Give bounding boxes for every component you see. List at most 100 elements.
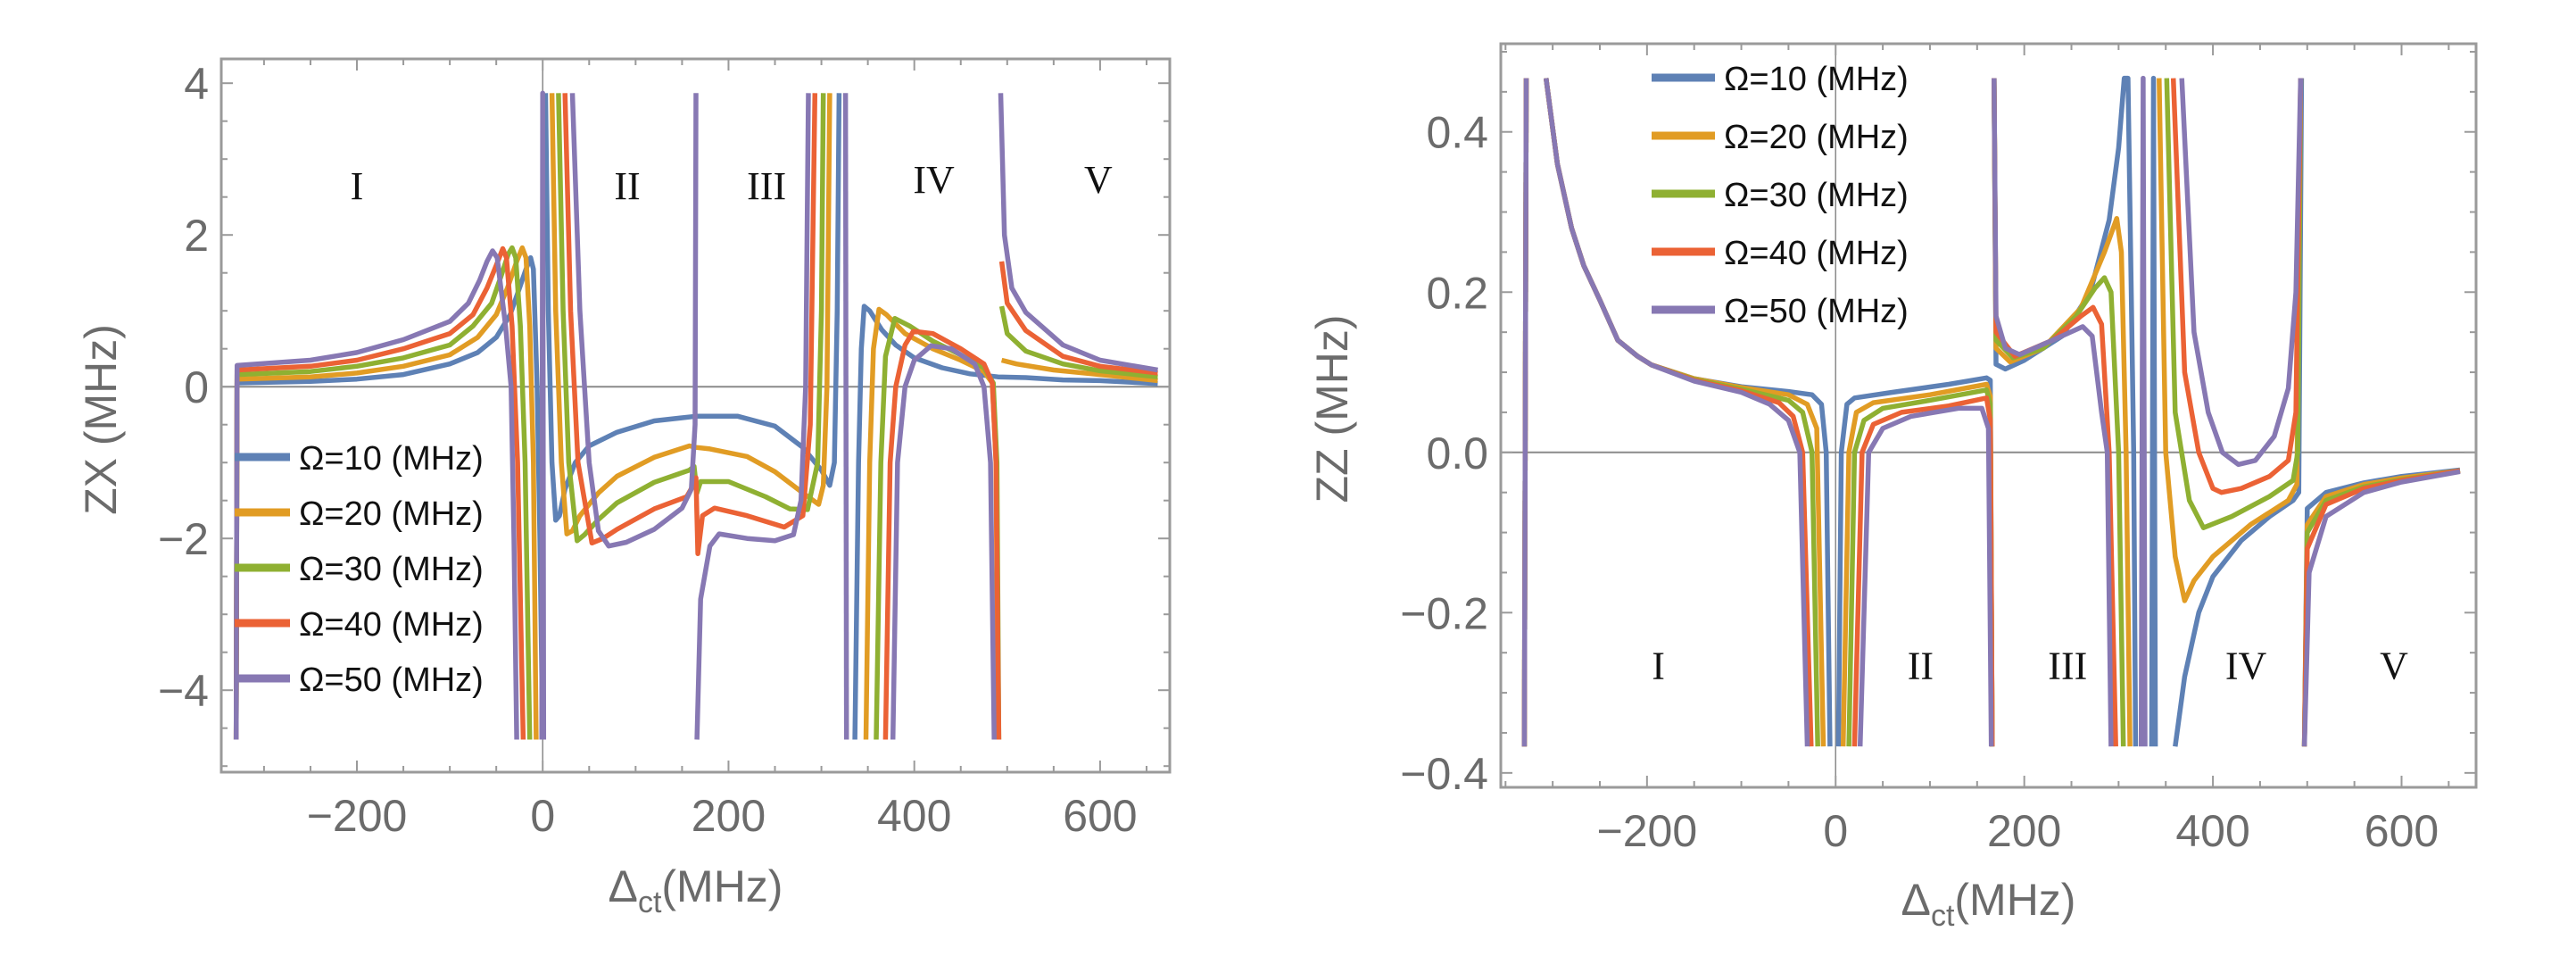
x-tick-label: 600 <box>1063 791 1137 841</box>
legend-item: Ω=40 (MHz) <box>1652 235 1909 272</box>
plot-frame <box>219 57 1172 774</box>
series-line-omega-5-segment-6 <box>2179 78 2304 468</box>
series-group <box>1521 75 2461 747</box>
x-tick-label: 0 <box>1823 806 1848 856</box>
series-line-omega-3-segment-5 <box>2164 78 2304 530</box>
series-line-omega-2-segment-4 <box>1992 78 2133 747</box>
series-line-omega-1-segment-4 <box>1992 75 2139 747</box>
series-line-omega-5-segment-2 <box>1543 78 1810 747</box>
legend: Ω=10 (MHz) Ω=20 (MHz) Ω=30 (MHz) Ω=40 (MHz)… <box>235 440 484 699</box>
x-tick-label: 200 <box>1987 806 2061 856</box>
legend-label: Ω=10 (MHz) <box>299 440 484 478</box>
y-tick-label: 2 <box>184 211 209 261</box>
y-tick-label: −4 <box>158 666 209 716</box>
region-label: III <box>2048 645 2087 688</box>
series-line-omega-5-segment-5 <box>842 93 849 740</box>
series-line-omega-4-segment-1 <box>233 245 526 740</box>
series-line-omega-4-segment-4 <box>998 261 1158 376</box>
x-tick-label: 400 <box>2175 806 2249 856</box>
series-line-omega-5-segment-1 <box>1521 78 1529 747</box>
series-group <box>233 90 1158 740</box>
series-line-omega-5-segment-7 <box>998 93 1158 373</box>
region-label: I <box>1652 645 1665 688</box>
legend-label: Ω=10 (MHz) <box>1724 61 1909 98</box>
series-line-omega-1-segment-3 <box>1835 375 1995 747</box>
series-line-omega-4-segment-2 <box>562 93 818 556</box>
x-tick-label: 400 <box>877 791 951 841</box>
legend-item: Ω=20 (MHz) <box>1652 119 1909 156</box>
x-axis-label: Δct(MHz) <box>609 861 783 919</box>
legend-item: Ω=50 (MHz) <box>1652 293 1909 330</box>
series-line-omega-2-segment-5 <box>2157 78 2304 603</box>
legend-label: Ω=40 (MHz) <box>299 606 484 644</box>
plot-frame <box>1499 42 2478 789</box>
y-axis-label: ZZ (MHz) <box>1307 314 1357 503</box>
region-label: III <box>747 164 786 208</box>
legend-label: Ω=20 (MHz) <box>1724 119 1909 156</box>
x-axis-label-symbol: Δ <box>609 861 638 911</box>
series-line-omega-1-segment-5 <box>2149 75 2158 747</box>
x-axis-label-subscript: ct <box>1931 899 1955 933</box>
series-line-omega-4-segment-3 <box>882 328 1002 740</box>
series-line-omega-5-segment-5 <box>2138 75 2148 747</box>
legend-label: Ω=50 (MHz) <box>299 661 484 699</box>
x-axis-label-unit: (MHz) <box>1954 875 2075 925</box>
legend-label: Ω=30 (MHz) <box>1724 177 1909 214</box>
series-line-omega-4-segment-3 <box>1851 395 1995 747</box>
y-tick-label: −0.4 <box>1400 749 1488 799</box>
series-line-omega-1-segment-6 <box>2173 78 2305 747</box>
region-label: V <box>2380 645 2408 688</box>
x-tick-label: −200 <box>1597 806 1698 856</box>
series-line-omega-5-segment-1 <box>233 248 519 740</box>
legend-label: Ω=20 (MHz) <box>299 495 484 533</box>
legend-item: Ω=30 (MHz) <box>235 551 484 588</box>
legend-item: Ω=20 (MHz) <box>235 495 484 533</box>
series-line-omega-5-segment-7 <box>2301 469 2461 747</box>
region-label: I <box>351 164 364 208</box>
legend-item: Ω=30 (MHz) <box>1652 177 1909 214</box>
y-tick-label: 0 <box>184 362 209 412</box>
series-line-omega-5-segment-6 <box>890 343 997 740</box>
region-label: IV <box>913 158 955 202</box>
series-line-omega-5-segment-4 <box>694 93 811 740</box>
y-tick-label: 0.2 <box>1426 268 1488 318</box>
x-axis-label-subscript: ct <box>638 886 662 919</box>
series-line-omega-2-segment-2 <box>549 93 832 536</box>
y-tick-label: 4 <box>184 59 209 109</box>
x-axis-label: Δct(MHz) <box>1901 875 2076 933</box>
x-tick-label: 600 <box>2365 806 2439 856</box>
legend-item: Ω=10 (MHz) <box>1652 61 1909 98</box>
legend-item: Ω=50 (MHz) <box>235 661 484 699</box>
legend-item: Ω=10 (MHz) <box>235 440 484 478</box>
series-line-omega-4-segment-5 <box>2170 78 2304 495</box>
legend-label: Ω=30 (MHz) <box>299 551 484 588</box>
zz-chart: −200 0 200 400 600 −0.4 −0.2 0.0 0.2 0.4 Δct(MHz) Z… <box>1307 42 2478 933</box>
region-label: IV <box>2225 645 2267 688</box>
x-axis-label-symbol: Δ <box>1901 875 1931 925</box>
x-axis-label-unit: (MHz) <box>661 861 783 911</box>
series-line-omega-5-segment-4 <box>1992 78 2114 747</box>
series-line-omega-2-segment-4 <box>1000 357 1158 384</box>
region-label: II <box>614 164 640 208</box>
y-axis-label: ZX (MHz) <box>76 324 126 515</box>
region-label: II <box>1908 645 1934 688</box>
series-line-omega-2-segment-1 <box>233 245 539 740</box>
y-tick-label: −0.2 <box>1400 588 1488 638</box>
legend: Ω=10 (MHz) Ω=20 (MHz) Ω=30 (MHz) Ω=40 (MHz)… <box>1652 61 1909 330</box>
y-tick-label: −2 <box>158 514 209 564</box>
series-line-omega-3-segment-1 <box>233 245 533 740</box>
x-tick-label: 0 <box>530 791 555 841</box>
x-tick-label: −200 <box>307 791 408 841</box>
legend-label: Ω=40 (MHz) <box>1724 235 1909 272</box>
y-tick-label: 0.0 <box>1426 428 1488 478</box>
series-line-omega-1-segment-2 <box>543 93 842 523</box>
x-tick-label: 200 <box>692 791 766 841</box>
y-tick-label: 0.4 <box>1426 108 1488 158</box>
series-line-omega-5-segment-3 <box>1857 405 1994 747</box>
series-line-omega-5-segment-3 <box>569 93 699 549</box>
legend-label: Ω=50 (MHz) <box>1724 293 1909 330</box>
series-line-omega-5-segment-2 <box>539 90 547 740</box>
region-label: V <box>1084 158 1113 202</box>
